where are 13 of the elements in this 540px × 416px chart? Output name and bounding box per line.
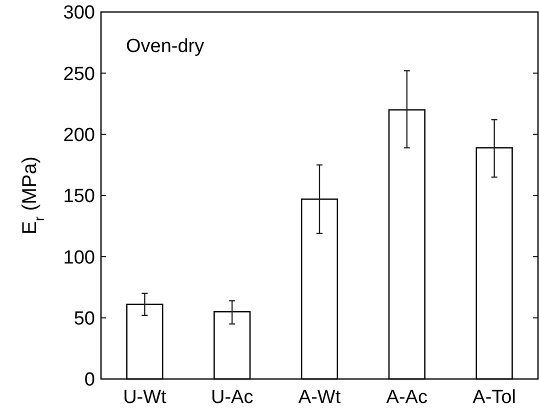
x-tick-label: U-Ac — [210, 387, 254, 408]
y-tick-label: 150 — [63, 186, 95, 208]
y-tick-label: 50 — [74, 308, 95, 330]
y-tick-label: 200 — [63, 124, 95, 146]
y-tick-label: 100 — [63, 247, 95, 268]
x-tick-label: U-Wt — [123, 387, 168, 408]
y-tick-label: 300 — [63, 2, 95, 24]
y-tick-label: 250 — [63, 64, 95, 85]
y-tick-label: 0 — [84, 370, 95, 391]
x-tick-label: A-Ac — [386, 387, 428, 408]
annotation: Oven-dry — [126, 36, 205, 57]
x-tick-label: A-Tol — [472, 387, 516, 408]
x-tick-label: A-Wt — [298, 387, 342, 408]
